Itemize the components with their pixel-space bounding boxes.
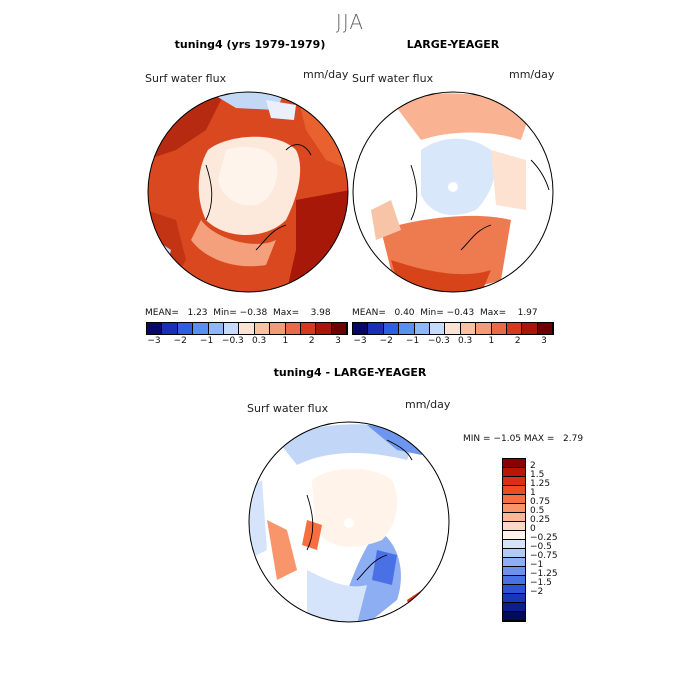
panel3-colorbar-ticks: 2 1.5 1.25 1 0.75 0.5 0.25 0 −0.25 −0.5 −0.75 −1 −1.… xyxy=(530,458,570,622)
colorbar-tick-label: 1 xyxy=(530,488,536,498)
colorbar-swatch xyxy=(503,567,525,576)
colorbar-swatch xyxy=(429,323,446,334)
colorbar-swatch xyxy=(399,323,415,334)
colorbar-swatch xyxy=(208,323,224,334)
panel1-units: mm/day xyxy=(303,68,349,81)
panel1-variable: Surf water flux xyxy=(145,72,227,85)
colorbar-swatch xyxy=(223,323,240,334)
colorbar-swatch xyxy=(503,504,525,513)
colorbar-swatch xyxy=(537,323,554,334)
colorbar-swatch xyxy=(476,323,492,334)
colorbar-tick-label: 3 xyxy=(335,336,341,346)
colorbar-tick-label: 1 xyxy=(488,336,495,346)
colorbar-swatch xyxy=(270,323,286,334)
colorbar-swatch xyxy=(503,531,525,540)
colorbar-tick-label: 3 xyxy=(541,336,547,346)
panel2-stats: MEAN= 0.40 Min= −0.43 Max= 1.97 xyxy=(352,308,538,318)
panel1-colorbar-ticks: −3 −2 −1 −0.3 0.3 1 2 3 xyxy=(146,336,346,348)
season-title: JJA xyxy=(335,10,365,34)
colorbar-swatch xyxy=(503,486,525,495)
colorbar-swatch xyxy=(506,323,523,334)
colorbar-swatch xyxy=(239,323,255,334)
colorbar-tick-label: −0.25 xyxy=(530,533,558,543)
colorbar-tick-label: 2 xyxy=(530,461,536,471)
colorbar-swatch xyxy=(503,459,525,468)
colorbar-swatch xyxy=(503,594,525,603)
colorbar-tick-label: 0.5 xyxy=(530,506,545,516)
colorbar-swatch xyxy=(460,323,477,334)
panel1-stats: MEAN= 1.23 Min= −0.38 Max= 3.98 xyxy=(145,308,331,318)
colorbar-swatch xyxy=(193,323,209,334)
colorbar-tick-label: 2 xyxy=(308,336,315,346)
panel3-colorbar xyxy=(502,458,526,622)
colorbar-tick-label: −2 xyxy=(173,336,187,346)
colorbar-tick-label: −3 xyxy=(147,336,161,346)
colorbar-swatch xyxy=(503,612,525,621)
colorbar-swatch xyxy=(383,323,400,334)
colorbar-swatch xyxy=(368,323,384,334)
colorbar-swatch xyxy=(491,323,507,334)
colorbar-swatch xyxy=(331,323,348,334)
colorbar-tick-label: −2 xyxy=(530,587,544,597)
colorbar-tick-label: −1.25 xyxy=(530,569,558,579)
colorbar-tick-label: −1 xyxy=(405,336,420,346)
colorbar-tick-label: −1.5 xyxy=(530,578,552,588)
colorbar-tick-label: −0.3 xyxy=(221,336,244,346)
colorbar-tick-label: 0.3 xyxy=(457,336,473,346)
panel2-colorbar xyxy=(352,322,554,335)
colorbar-swatch xyxy=(503,558,525,567)
colorbar-tick-label: 0.3 xyxy=(251,336,267,346)
colorbar-tick-label: −0.5 xyxy=(530,542,552,552)
colorbar-tick-label: 1.5 xyxy=(530,470,545,480)
panel2-units: mm/day xyxy=(509,68,555,81)
colorbar-tick-label: −2 xyxy=(379,336,393,346)
colorbar-tick-label: −1 xyxy=(199,336,214,346)
colorbar-swatch xyxy=(503,585,525,594)
panel3-units: mm/day xyxy=(405,398,451,411)
colorbar-swatch xyxy=(162,323,178,334)
colorbar-tick-label: −1 xyxy=(530,560,544,570)
colorbar-tick-label: 1 xyxy=(282,336,289,346)
colorbar-swatch xyxy=(503,603,525,612)
colorbar-swatch xyxy=(414,323,430,334)
colorbar-tick-label: 0.75 xyxy=(530,497,551,507)
colorbar-tick-label: 2 xyxy=(514,336,521,346)
panel3-variable: Surf water flux xyxy=(247,402,329,415)
panel2-colorbar-ticks: −3 −2 −1 −0.3 0.3 1 2 3 xyxy=(352,336,552,348)
colorbar-swatch xyxy=(503,549,525,558)
panel3-title: tuning4 - LARGE-YEAGER xyxy=(273,366,427,379)
colorbar-swatch xyxy=(503,540,525,549)
colorbar-swatch xyxy=(503,513,525,522)
colorbar-swatch xyxy=(316,323,332,334)
panel2-polar-map xyxy=(352,91,554,293)
colorbar-tick-label: −3 xyxy=(353,336,367,346)
colorbar-swatch xyxy=(445,323,461,334)
colorbar-swatch xyxy=(522,323,538,334)
panel1-polar-map xyxy=(147,91,349,293)
colorbar-swatch xyxy=(300,323,317,334)
panel1-colorbar xyxy=(146,322,348,335)
colorbar-swatch xyxy=(285,323,301,334)
panel2-variable: Surf water flux xyxy=(352,72,434,85)
panel2-title: LARGE-YEAGER xyxy=(406,38,500,51)
colorbar-swatch xyxy=(254,323,271,334)
panel1-title: tuning4 (yrs 1979-1979) xyxy=(174,38,326,51)
colorbar-swatch xyxy=(503,576,525,585)
colorbar-tick-label: −0.3 xyxy=(427,336,450,346)
colorbar-swatch xyxy=(503,468,525,477)
colorbar-tick-label: 0.25 xyxy=(530,515,551,525)
colorbar-swatch xyxy=(503,522,525,531)
colorbar-swatch xyxy=(353,323,369,334)
colorbar-swatch xyxy=(177,323,194,334)
panel3-polar-map xyxy=(248,421,450,623)
colorbar-swatch xyxy=(503,477,525,486)
panel3-stats: MIN = −1.05 MAX = 2.79 xyxy=(463,434,584,444)
colorbar-tick-label: 1.25 xyxy=(530,479,551,489)
colorbar-swatch xyxy=(503,495,525,504)
colorbar-tick-label: −0.75 xyxy=(530,551,558,561)
colorbar-tick-label: 0 xyxy=(530,524,536,534)
colorbar-swatch xyxy=(147,323,163,334)
